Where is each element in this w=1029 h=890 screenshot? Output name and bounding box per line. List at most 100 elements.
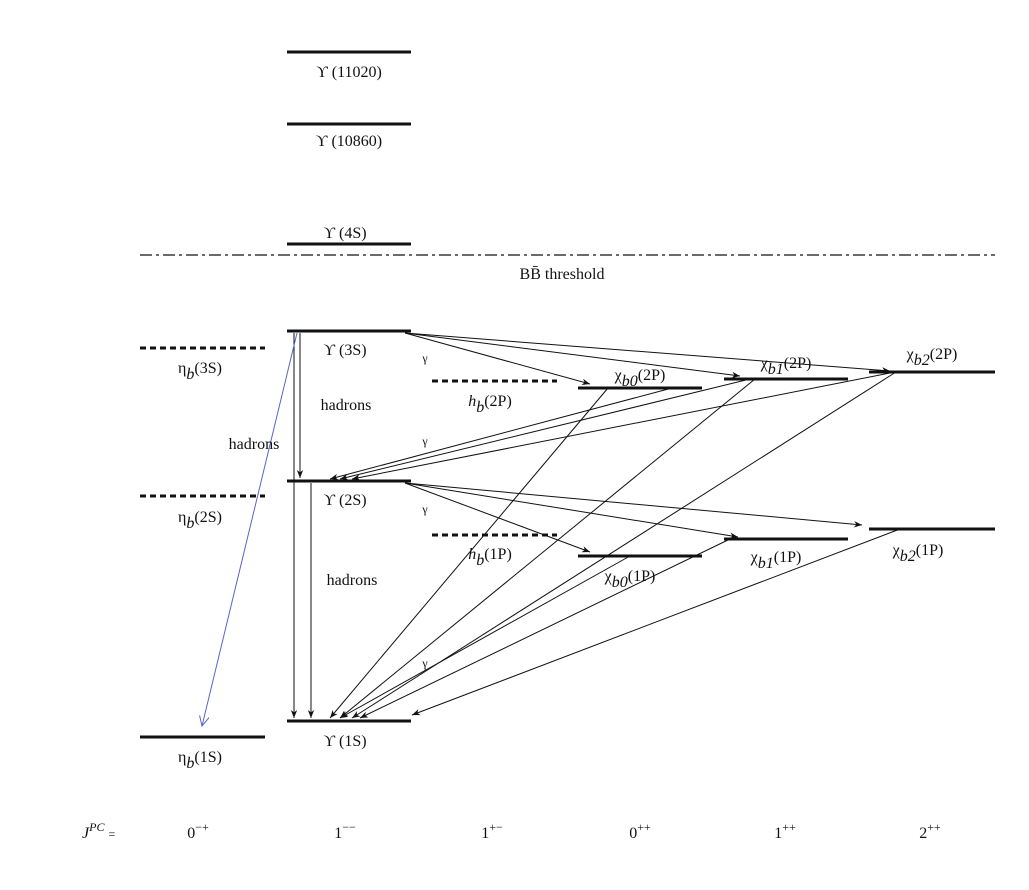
jpc-columns: 0−+ 1−− 1+− 0++ 1++ 2++ <box>187 820 941 842</box>
jpc-base: 1 <box>481 825 489 842</box>
jpc-base: 1 <box>334 825 342 842</box>
level-subscript: b <box>476 399 484 416</box>
level-state: (1S) <box>194 749 222 766</box>
level-state: (1P) <box>484 546 512 563</box>
level-state: (2S) <box>194 509 222 526</box>
jpc-value: 2++ <box>919 820 941 842</box>
level-label: ϒ (11020) <box>316 64 382 81</box>
level-state: (2P) <box>638 367 666 384</box>
level-label: ϒ (1S) <box>323 733 366 750</box>
level-symbol: χ <box>614 367 623 384</box>
level-symbol: χ <box>892 542 901 559</box>
level-symbol: χ <box>604 568 613 585</box>
level-label: ηb(1S) <box>178 749 222 772</box>
threshold-label: BB̄ threshold <box>520 266 605 283</box>
transition-arrow <box>339 378 756 719</box>
hadrons-label: hadrons <box>229 436 280 453</box>
level-label: χb2(1P) <box>892 542 944 565</box>
transition-arrow <box>339 378 751 481</box>
level-label: hb(1P) <box>468 546 512 569</box>
transition-arrow <box>404 482 863 528</box>
level-subscript: b <box>186 366 194 383</box>
jpc-equals: = <box>108 827 115 841</box>
level-subscript: b <box>186 515 194 532</box>
level-label: ηb(2S) <box>178 509 222 532</box>
level-label: ϒ (3S) <box>323 342 366 359</box>
hadron-arrow <box>202 332 298 726</box>
transition-arrow <box>351 371 896 481</box>
level-state: (2P) <box>930 346 958 363</box>
level-state: (1P) <box>774 549 802 566</box>
transition-arrow <box>339 555 631 719</box>
level-state: (2P) <box>484 393 512 410</box>
hadrons-label: hadrons <box>327 572 378 589</box>
gamma-label: γ <box>421 502 428 516</box>
jpc-superscript: −+ <box>195 820 209 834</box>
level-label: χb1(2P) <box>760 355 812 378</box>
level-subscript: b <box>186 755 194 772</box>
transition-arrow <box>404 332 741 379</box>
transition-arrow <box>404 332 591 385</box>
level-symbol: χ <box>760 355 769 372</box>
level-label: χb2(2P) <box>906 346 958 369</box>
transition-arrow <box>411 528 901 716</box>
sub-labels: ηb(3S)ηb(2S)ηb(1S)hb(2P)hb(1P)χb0(2P)χb1… <box>178 346 957 772</box>
jpc-value: 1+− <box>481 820 503 842</box>
level-symbol: η <box>178 749 186 766</box>
transition-arrow <box>359 538 731 719</box>
level-subscript: b0 <box>612 574 628 591</box>
level-state: (1P) <box>916 542 944 559</box>
hadrons-label: hadrons <box>321 397 372 414</box>
level-label: ϒ (2S) <box>323 492 366 509</box>
level-label: χb0(2P) <box>614 367 666 390</box>
level-state: (3S) <box>194 360 222 377</box>
jpc-superscript: ++ <box>782 820 796 834</box>
transition-arrow <box>404 482 591 553</box>
jpc-superscript: ++ <box>927 820 941 834</box>
jpc-label: JPC = <box>82 820 115 842</box>
jpc-superscript: PC <box>88 820 105 834</box>
level-symbol: h <box>468 546 476 563</box>
level-label: ϒ (10860) <box>316 133 382 150</box>
level-symbol: η <box>178 509 186 526</box>
level-label: χb1(1P) <box>750 549 802 572</box>
jpc-superscript: +− <box>489 820 503 834</box>
jpc-value: 0−+ <box>187 820 209 842</box>
jpc-symbol: J <box>82 825 90 842</box>
level-label: χb0(1P) <box>604 568 656 591</box>
level-subscript: b0 <box>622 373 638 390</box>
transition-arrow <box>329 387 673 481</box>
level-subscript: b <box>476 552 484 569</box>
level-subscript: b2 <box>914 352 930 369</box>
level-symbol: χ <box>906 346 915 363</box>
jpc-base: 1 <box>774 825 782 842</box>
transition-arrow <box>329 387 609 719</box>
jpc-superscript: ++ <box>637 820 651 834</box>
level-label: ηb(3S) <box>178 360 222 383</box>
jpc-value: 0++ <box>629 820 651 842</box>
jpc-base: 0 <box>187 825 195 842</box>
level-subscript: b1 <box>758 555 774 572</box>
level-label: hb(2P) <box>468 393 512 416</box>
level-symbol: η <box>178 360 186 377</box>
gamma-label: γ <box>421 351 428 365</box>
gamma-label: γ <box>421 656 428 670</box>
jpc-value: 1−− <box>334 820 356 842</box>
level-state: (2P) <box>784 355 812 372</box>
level-symbol: h <box>468 393 476 410</box>
jpc-base: 0 <box>629 825 637 842</box>
level-state: (1P) <box>628 568 656 585</box>
level-subscript: b1 <box>768 361 784 378</box>
jpc-value: 1++ <box>774 820 796 842</box>
level-symbol: χ <box>750 549 759 566</box>
level-label: ϒ (4S) <box>323 225 366 242</box>
level-subscript: b2 <box>900 548 916 565</box>
transition-arrow <box>351 371 897 719</box>
jpc-superscript: −− <box>342 820 356 834</box>
jpc-base: 2 <box>919 825 927 842</box>
transition-arrow <box>404 482 739 539</box>
gamma-label: γ <box>421 434 428 448</box>
transition-arrow <box>404 332 891 374</box>
lines <box>140 50 995 739</box>
